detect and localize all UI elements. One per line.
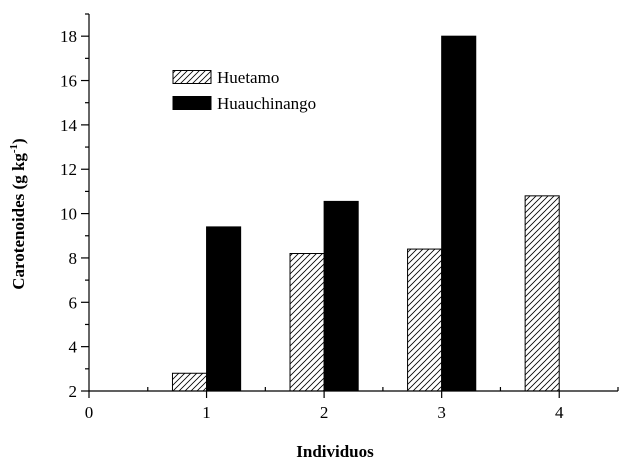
bars: [171, 35, 560, 392]
y-tick-label: 2: [69, 382, 78, 401]
bar-huetamo-2: [289, 253, 325, 392]
y-tick-label: 8: [69, 249, 78, 268]
bar-huauchinango-1: [206, 226, 242, 392]
x-tick-label: 1: [202, 403, 211, 422]
y-axis-title-main: Carotenoides (g kg: [9, 153, 28, 290]
x-tick-label: 3: [437, 403, 446, 422]
y-tick-label: 14: [60, 116, 78, 135]
legend-label-huauchinango: Huauchinango: [217, 94, 316, 113]
y-tick-label: 16: [60, 72, 77, 91]
y-tick-label: 10: [60, 205, 77, 224]
y-tick-label: 4: [69, 338, 78, 357]
bar-huetamo-3: [407, 248, 443, 392]
x-axis-ticks: 0 1 2 3 4: [85, 387, 619, 422]
bar-huauchinango-3: [441, 35, 477, 392]
legend: Huetamo Huauchinango: [172, 68, 316, 113]
y-axis-title-close: ): [9, 138, 28, 144]
y-tick-label: 6: [69, 293, 78, 312]
bar-huetamo-4: [524, 195, 560, 392]
legend-label-huetamo: Huetamo: [217, 68, 279, 87]
legend-swatch-huauchinango: [172, 96, 212, 110]
bar-huetamo-1: [171, 372, 208, 392]
x-tick-label: 4: [555, 403, 564, 422]
y-axis-ticks: 2 4 6 8 10 12 14 16 18: [60, 13, 89, 401]
legend-swatch-huetamo: [172, 70, 212, 84]
x-tick-label: 2: [320, 403, 329, 422]
x-tick-label: 0: [85, 403, 94, 422]
y-tick-label: 18: [60, 27, 77, 46]
bar-huauchinango-2: [323, 200, 359, 392]
y-axis-title: Carotenoides (g kg-1): [8, 138, 28, 289]
y-tick-label: 12: [60, 160, 77, 179]
x-axis-title: Individuos: [296, 442, 374, 461]
y-axis-title-unit-exponent: -1: [8, 144, 20, 153]
